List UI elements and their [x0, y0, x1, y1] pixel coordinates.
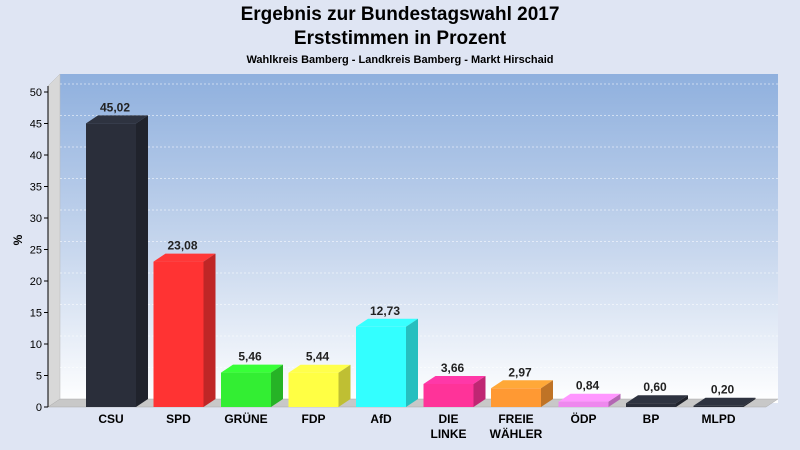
bar-side — [473, 375, 486, 407]
value-label: 2,97 — [508, 365, 532, 379]
bar-top — [356, 318, 418, 327]
x-tick-label: BP — [643, 412, 660, 426]
value-label: 23,08 — [167, 239, 197, 253]
value-labels: 45,02 23,08 5,46 5,44 12,73 3,66 2,97 0,84 0,60 0… — [100, 100, 735, 396]
x-tick-label-line: GRÜNE — [224, 411, 267, 426]
x-tick-label-line: FDP — [302, 412, 326, 426]
y-tick-label: 25 — [30, 245, 42, 257]
bar-front — [626, 403, 676, 407]
bar-top — [558, 393, 621, 402]
x-tick-label-line: DIE — [438, 412, 458, 426]
x-tick-label: DIE LINKE — [431, 412, 467, 441]
bar-side — [338, 364, 351, 407]
bar-side — [541, 380, 553, 407]
x-tick-label-line: AfD — [370, 412, 392, 426]
bar-front — [221, 372, 271, 407]
bar-front — [491, 388, 541, 407]
bar-die-linke — [423, 375, 486, 407]
x-tick-label: MLPD — [702, 412, 736, 426]
y-axis-label: % — [11, 234, 25, 245]
y-tick-label: 35 — [30, 182, 42, 194]
bar-top — [288, 364, 351, 373]
value-label: 0,84 — [576, 379, 600, 393]
plot-side-wall — [47, 73, 61, 408]
bar-front — [288, 372, 339, 407]
bar-ödp — [558, 393, 621, 407]
bar-front — [86, 123, 136, 408]
y-tick-label: 5 — [36, 371, 42, 383]
x-tick-label-line: BP — [643, 412, 660, 426]
bar-top — [221, 364, 283, 373]
value-label: 5,44 — [306, 350, 330, 364]
x-tick-label-line: SPD — [166, 412, 191, 426]
bar-side — [676, 395, 688, 407]
y-tick-label: 10 — [30, 339, 42, 351]
x-tick-label: ÖDP — [570, 411, 596, 426]
bar-spd — [153, 253, 216, 407]
y-axis: 0 5 10 15 20 25 30 35 40 45 50 — [30, 86, 49, 414]
bar-side — [136, 115, 148, 408]
bar-front — [558, 401, 609, 407]
value-label: 3,66 — [441, 361, 465, 375]
y-tick-label: 50 — [30, 87, 42, 99]
bar-side — [608, 393, 621, 407]
bar-top — [86, 115, 148, 124]
bar-side — [406, 318, 418, 407]
x-tick-label: GRÜNE — [224, 411, 267, 426]
bar-top — [626, 395, 688, 404]
y-tick-label: 15 — [30, 308, 42, 320]
bar-front — [153, 261, 204, 407]
bar-afd — [356, 318, 418, 407]
x-tick-label-line: WÄHLER — [490, 426, 543, 441]
bar-bp — [626, 395, 688, 407]
x-tick-label-line: ÖDP — [570, 411, 596, 426]
value-label: 45,02 — [100, 100, 130, 114]
y-tick-label: 0 — [36, 402, 42, 414]
x-tick-label-line: MLPD — [702, 412, 736, 426]
x-tick-label: FREIE WÄHLER — [490, 412, 543, 441]
x-tick-label: AfD — [370, 412, 392, 426]
x-axis-labels: CSU SPD GRÜNE FDP AfD DIE LINKE FREIE WÄHLER ÖDP B… — [98, 411, 736, 441]
chart-subtitle: Erststimmen in Prozent — [293, 28, 507, 49]
bars — [86, 115, 756, 408]
value-label: 0,20 — [711, 383, 735, 397]
bar-top — [693, 397, 756, 406]
y-tick-label: 45 — [30, 119, 42, 131]
y-tick-label: 20 — [30, 276, 42, 288]
y-tick-label: 30 — [30, 213, 42, 225]
bar-fdp — [288, 364, 351, 407]
bar-csu — [86, 115, 148, 408]
bar-grüne — [221, 364, 283, 407]
bar-side — [271, 364, 283, 407]
value-label: 12,73 — [370, 304, 400, 318]
chart-caption: Wahlkreis Bamberg - Landkreis Bamberg - … — [246, 54, 554, 66]
x-tick-label-line: LINKE — [431, 427, 467, 441]
value-label: 0,60 — [643, 380, 667, 394]
x-tick-label: CSU — [98, 412, 123, 426]
x-tick-label: FDP — [302, 412, 326, 426]
bar-top — [491, 380, 553, 389]
y-tick-label: 40 — [30, 150, 42, 162]
bar-front — [423, 383, 474, 407]
bar-top — [423, 375, 486, 384]
x-tick-label: SPD — [166, 412, 191, 426]
bar-front — [693, 405, 744, 407]
value-label: 5,46 — [238, 350, 262, 364]
chart-title: Ergebnis zur Bundestagswahl 2017 — [240, 4, 560, 25]
bar-top — [153, 253, 216, 262]
bar-front — [356, 326, 406, 407]
x-tick-label-line: FREIE — [498, 412, 533, 426]
bar-freie-wähler — [491, 380, 553, 407]
x-tick-label-line: CSU — [98, 412, 123, 426]
bar-side — [203, 253, 216, 407]
bar-mlpd — [693, 397, 756, 407]
bar-side — [743, 397, 756, 407]
